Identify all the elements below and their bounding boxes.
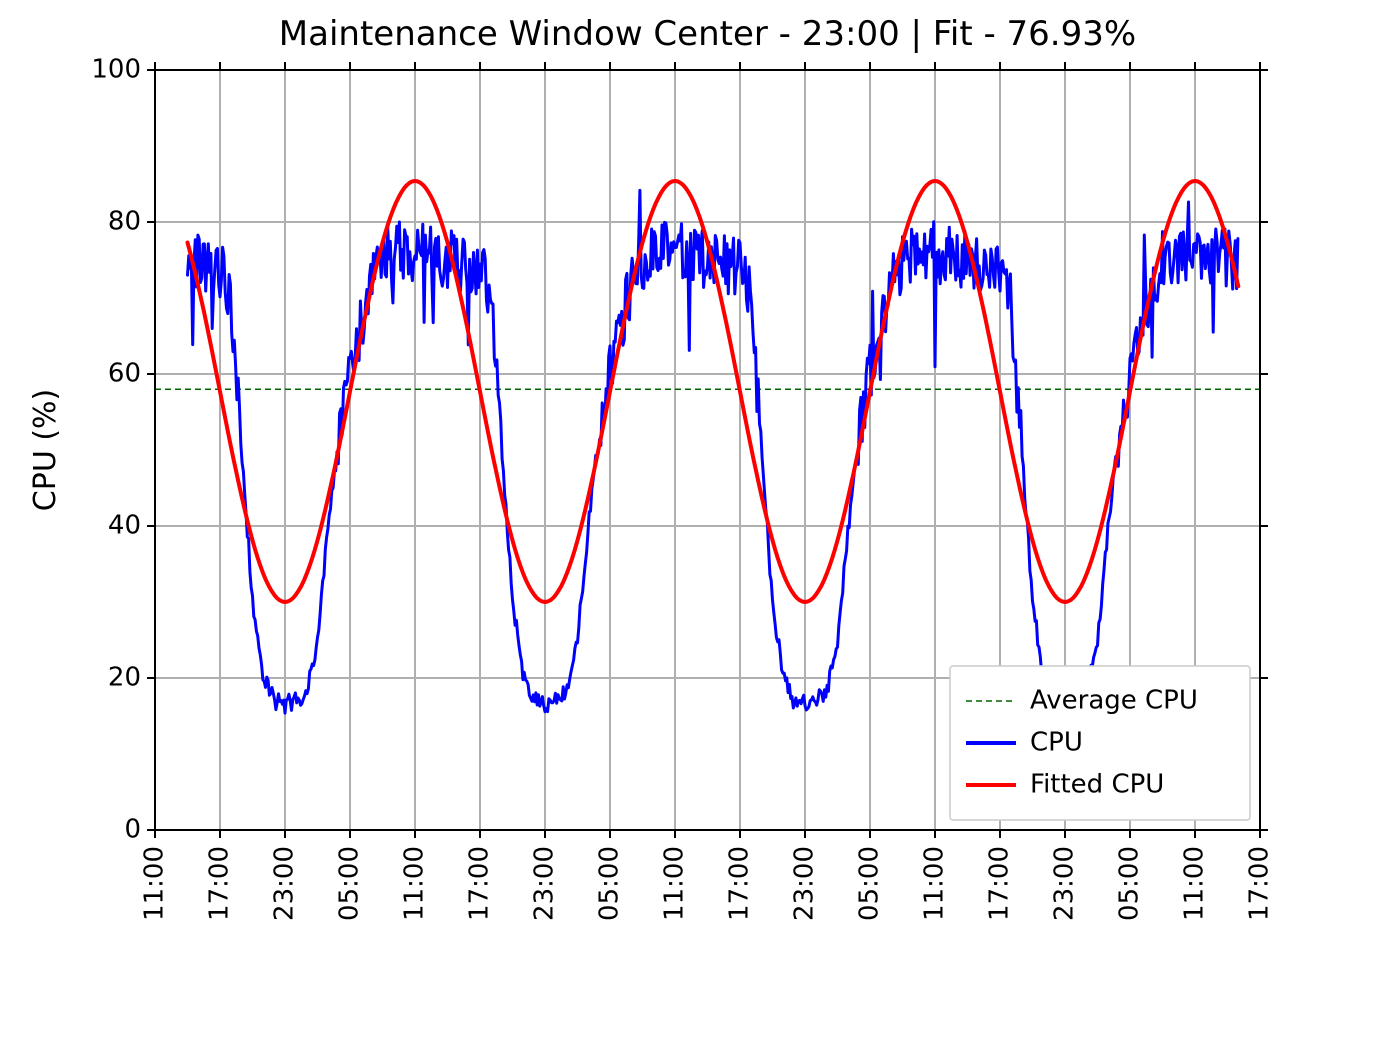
y-tick-label: 0: [124, 815, 141, 845]
y-tick-label: 20: [108, 663, 141, 693]
y-tick-label: 40: [108, 511, 141, 541]
y-axis-label: CPU (%): [28, 389, 63, 511]
legend: Average CPU CPU Fitted CPU: [950, 666, 1250, 820]
x-tick-label: 11:00: [660, 846, 690, 921]
x-tick-label: 11:00: [140, 846, 170, 921]
x-tick-label: 23:00: [790, 846, 820, 921]
chart-svg: 0 20 40 60 80 100 11:00 17:00 23:00 05:00 11:00 17:…: [0, 0, 1400, 1052]
legend-label: Average CPU: [1030, 686, 1198, 716]
x-tick-label: 17:00: [985, 846, 1015, 921]
x-tick-label: 05:00: [1115, 846, 1145, 921]
x-tick-label: 23:00: [1050, 846, 1080, 921]
x-tick-label: 17:00: [465, 846, 495, 921]
x-tick-label: 11:00: [400, 846, 430, 921]
x-tick-label: 05:00: [595, 846, 625, 921]
x-tick-label: 17:00: [1245, 846, 1275, 921]
x-tick-label: 11:00: [920, 846, 950, 921]
y-tick-label: 60: [108, 359, 141, 389]
x-tick-label: 05:00: [855, 846, 885, 921]
x-tick-label: 05:00: [335, 846, 365, 921]
x-tick-label: 23:00: [530, 846, 560, 921]
x-tick-label: 11:00: [1180, 846, 1210, 921]
legend-label: Fitted CPU: [1030, 770, 1164, 800]
chart-title: Maintenance Window Center - 23:00 | Fit …: [279, 14, 1136, 54]
x-tick-label: 17:00: [725, 846, 755, 921]
y-tick-label: 100: [91, 55, 141, 85]
chart-container: 0 20 40 60 80 100 11:00 17:00 23:00 05:00 11:00 17:…: [0, 0, 1400, 1052]
x-tick-label: 23:00: [270, 846, 300, 921]
legend-label: CPU: [1030, 728, 1083, 758]
x-tick-label: 17:00: [205, 846, 235, 921]
y-tick-label: 80: [108, 207, 141, 237]
